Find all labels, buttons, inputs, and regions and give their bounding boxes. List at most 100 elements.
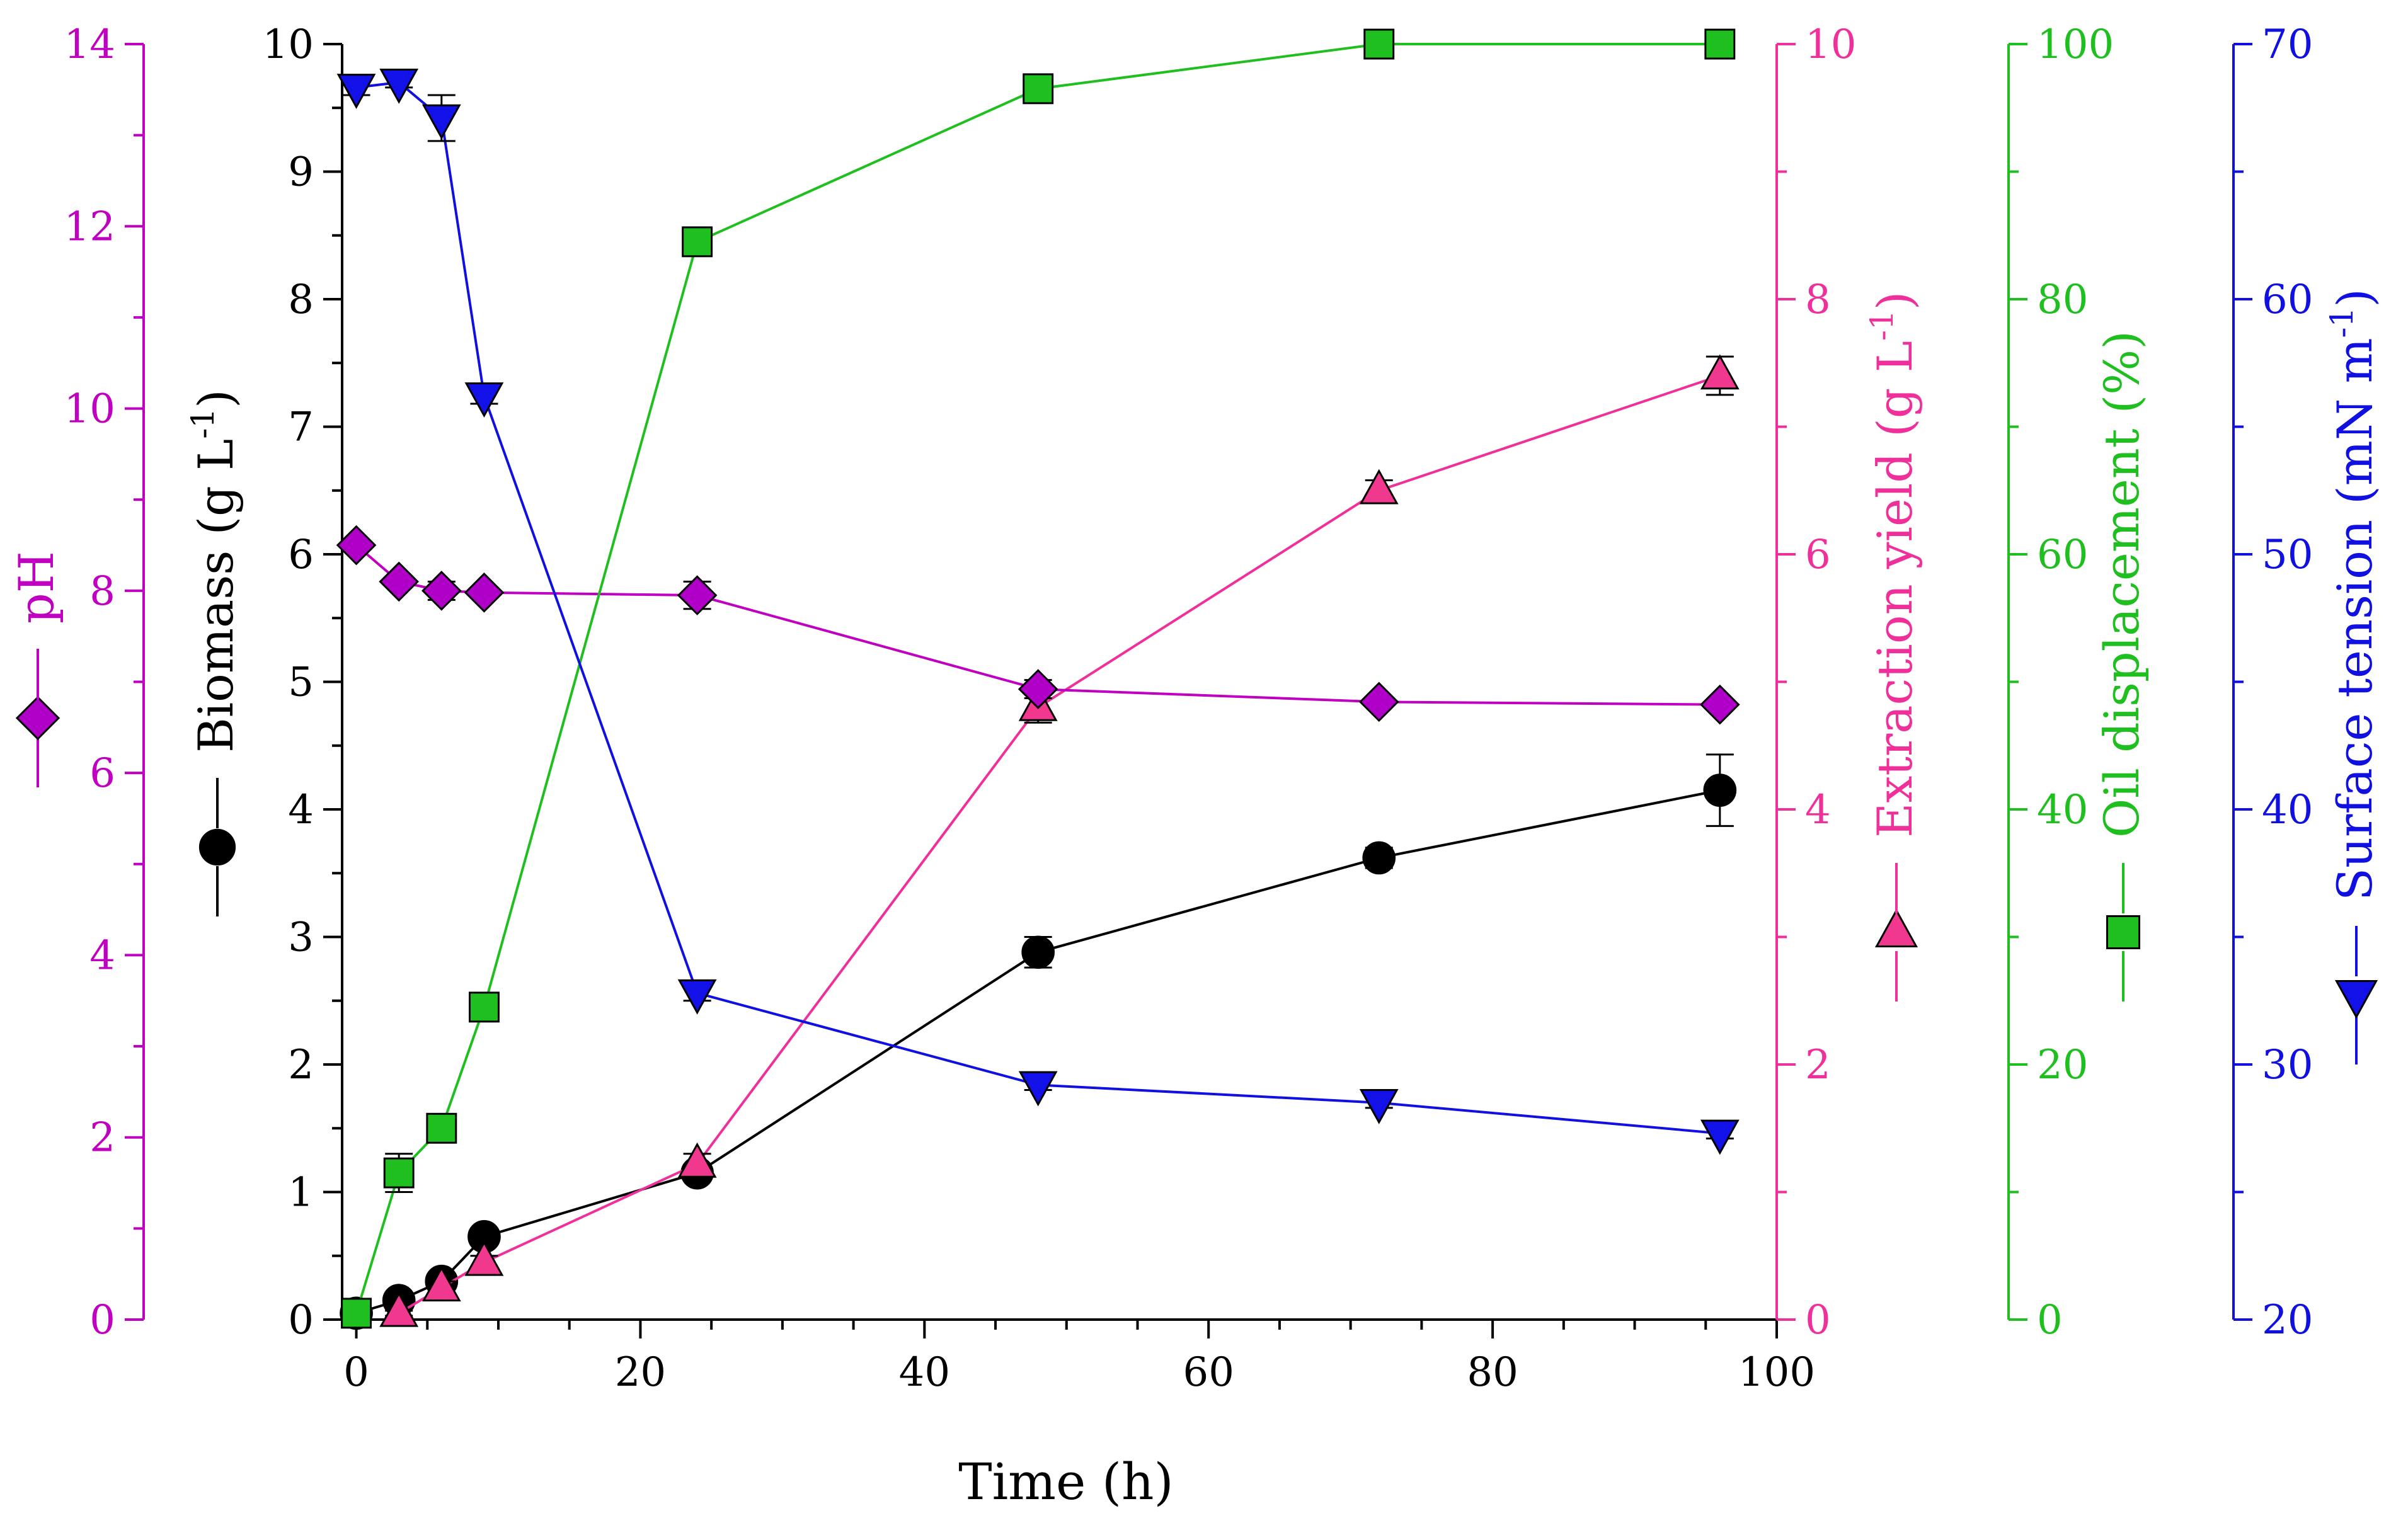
biomass-legend-marker xyxy=(198,828,236,866)
biomass-tick-label: 7 xyxy=(288,404,314,451)
surface-tension-series xyxy=(336,69,1740,1155)
st-tick-label: 20 xyxy=(2262,1297,2313,1344)
st-tick-label: 50 xyxy=(2262,532,2313,578)
extraction-yield-point xyxy=(1359,469,1399,505)
oil-tick-label: 80 xyxy=(2037,277,2088,323)
x-tick-label: 20 xyxy=(615,1349,666,1396)
yield-tick-label: 10 xyxy=(1805,21,1856,68)
ph-series xyxy=(336,525,1740,725)
oil-displacement-point xyxy=(468,991,500,1023)
yield-tick-label: 8 xyxy=(1805,277,1831,323)
extraction-yield-point xyxy=(1700,354,1740,390)
oil-displacement-series xyxy=(341,28,1736,1329)
oil-displacement-point xyxy=(1363,28,1395,60)
x-axis-label: Time (h) xyxy=(958,1452,1174,1511)
oil-tick-label: 100 xyxy=(2037,21,2114,68)
oil-tick-label: 60 xyxy=(2037,532,2088,578)
ph-tick-label: 14 xyxy=(64,21,115,68)
extraction-yield-point xyxy=(379,1291,419,1327)
biomass-tick-label: 4 xyxy=(288,787,314,833)
oil-displacement-point xyxy=(383,1157,415,1189)
biomass-tick-label: 2 xyxy=(288,1042,314,1088)
surface-tension-point xyxy=(379,69,419,104)
st-legend-marker xyxy=(2334,980,2378,1019)
oil-legend-marker xyxy=(2106,915,2140,949)
ph-point xyxy=(1358,682,1399,722)
ph-tick-label: 0 xyxy=(89,1297,115,1344)
ph-tick-label: 4 xyxy=(89,932,115,979)
x-tick-label: 40 xyxy=(899,1349,950,1396)
ph-point xyxy=(336,525,377,566)
ph-point xyxy=(677,575,718,615)
oil-displacement-point xyxy=(1704,28,1736,60)
yield-legend-marker xyxy=(1874,908,1918,947)
ph-axis-label: pH xyxy=(8,551,64,624)
yield-tick-label: 0 xyxy=(1805,1297,1831,1344)
oil-displacement-point xyxy=(682,226,713,258)
yield-tick-label: 2 xyxy=(1805,1042,1831,1088)
axes-layer: 0 20 40 60 80 10002468101214pH012345678910Bio… xyxy=(8,21,2383,1396)
biomass-tick-label: 3 xyxy=(288,915,314,961)
extraction-yield-point xyxy=(421,1266,461,1302)
ph-tick-label: 10 xyxy=(64,386,115,433)
ph-point xyxy=(379,561,419,602)
biomass-axis-label: Biomass (g L-1) xyxy=(185,389,244,753)
extraction-yield-point xyxy=(464,1240,504,1276)
oil-displacement-point xyxy=(426,1112,457,1144)
yield-axis-title: Extraction yield (g L-1) xyxy=(1864,292,1923,1002)
st-axis-label: Surface tension (mN m-1) xyxy=(2324,288,2383,901)
biomass-line xyxy=(355,789,1721,1315)
extraction-yield-line xyxy=(398,374,1721,1315)
biomass-point xyxy=(1362,841,1396,875)
biomass-tick-label: 5 xyxy=(288,659,314,706)
x-tick-label: 0 xyxy=(343,1349,369,1396)
surface-tension-point xyxy=(1018,1071,1058,1107)
ph-point xyxy=(1018,669,1058,709)
extraction-yield-series xyxy=(379,354,1740,1327)
st-tick-label: 30 xyxy=(2262,1042,2313,1088)
x-tick-label: 60 xyxy=(1183,1349,1234,1396)
oil-axis-label: Oil displacement (%) xyxy=(2094,331,2150,838)
biomass-axis-title: Biomass (g L-1) xyxy=(185,389,244,916)
yield-tick-label: 4 xyxy=(1805,787,1831,833)
oil-tick-label: 40 xyxy=(2037,787,2088,833)
biomass-tick-label: 8 xyxy=(288,277,314,323)
st-axis-title: Surface tension (mN m-1) xyxy=(2324,288,2383,1064)
biomass-tick-label: 10 xyxy=(263,21,314,68)
oil-axis-title: Oil displacement (%) xyxy=(2094,331,2150,1002)
x-tick-label: 80 xyxy=(1467,1349,1518,1396)
oil-displacement-point xyxy=(1023,73,1054,105)
biomass-tick-label: 0 xyxy=(288,1297,314,1344)
st-tick-label: 40 xyxy=(2262,787,2313,833)
st-tick-label: 70 xyxy=(2262,21,2313,68)
oil-tick-label: 20 xyxy=(2037,1042,2088,1088)
ph-axis-title: pH xyxy=(8,551,64,787)
x-tick-label: 100 xyxy=(1738,1349,1815,1396)
biomass-tick-label: 9 xyxy=(288,149,314,196)
ph-point xyxy=(464,572,505,613)
extraction-yield-point xyxy=(677,1142,717,1178)
surface-tension-point xyxy=(1359,1089,1399,1124)
oil-displacement-point xyxy=(341,1298,372,1329)
yield-axis-label: Extraction yield (g L-1) xyxy=(1864,292,1923,838)
ph-point xyxy=(1700,684,1740,725)
ph-tick-label: 8 xyxy=(89,568,115,615)
surface-tension-line xyxy=(356,81,1721,1135)
biomass-tick-label: 1 xyxy=(288,1170,314,1216)
surface-tension-point xyxy=(421,104,461,140)
ph-tick-label: 6 xyxy=(89,750,115,797)
oil-tick-label: 0 xyxy=(2037,1297,2063,1344)
biomass-point xyxy=(1703,773,1737,807)
surface-tension-point xyxy=(1700,1119,1740,1155)
surface-tension-point xyxy=(464,382,504,418)
ph-legend-marker xyxy=(15,695,60,741)
biomass-series xyxy=(340,753,1737,1330)
yield-tick-label: 6 xyxy=(1805,532,1831,578)
biomass-tick-label: 6 xyxy=(288,532,314,578)
surface-tension-point xyxy=(336,74,376,110)
ph-tick-label: 2 xyxy=(89,1115,115,1161)
series-layer xyxy=(336,28,1740,1330)
surface-tension-point xyxy=(677,979,717,1015)
biomass-point xyxy=(1021,935,1055,969)
